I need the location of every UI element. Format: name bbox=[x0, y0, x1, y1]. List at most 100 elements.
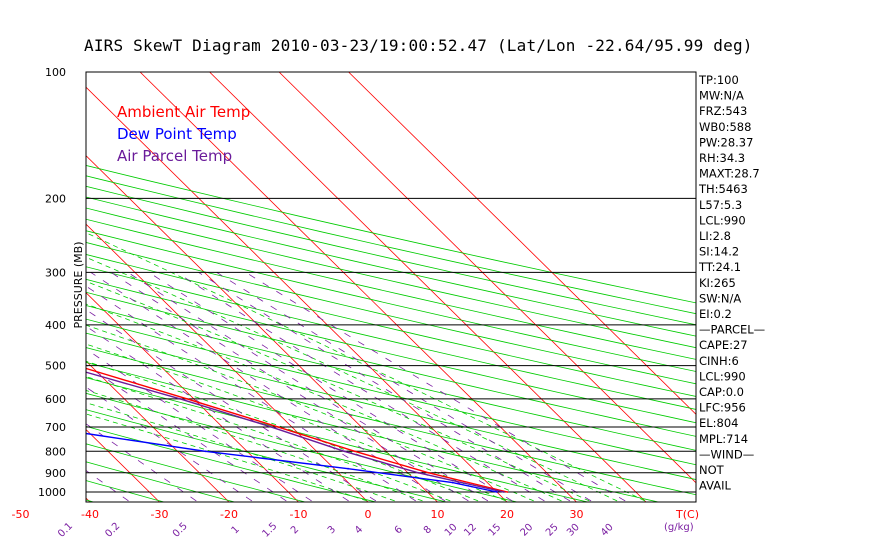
index-entry: AVAIL bbox=[699, 479, 732, 493]
index-entry: EI:0.2 bbox=[699, 307, 732, 321]
mixing-ratio-label: 12 bbox=[462, 522, 479, 539]
mixing-ratio-line bbox=[86, 309, 377, 502]
mixing-ratio-line bbox=[86, 325, 349, 502]
moist-adiabat-line bbox=[86, 389, 423, 502]
dry-adiabat-line bbox=[86, 361, 661, 502]
mixing-ratio-line bbox=[86, 285, 416, 502]
moist-adiabat-line bbox=[86, 413, 368, 502]
series-point bbox=[277, 426, 279, 428]
mixing-ratio-line bbox=[86, 348, 312, 502]
dry-adiabat-line bbox=[0, 72, 25, 503]
dry-adiabat-line bbox=[86, 185, 696, 326]
index-entry: TP:100 bbox=[698, 73, 739, 87]
moist-adiabat-line bbox=[86, 303, 562, 502]
isotherm-line bbox=[278, 72, 696, 484]
chart-title: AIRS SkewT Diagram 2010-03-23/19:00:52.4… bbox=[84, 36, 753, 55]
bottom-temp-tick-label: -10 bbox=[290, 508, 308, 521]
pressure-tick-label: 500 bbox=[45, 360, 66, 373]
series-point bbox=[427, 471, 430, 474]
dry-adiabat-line bbox=[86, 266, 696, 410]
bottom-temp-unit: T(C) bbox=[675, 508, 699, 521]
index-entry: CAPE:27 bbox=[699, 338, 748, 352]
series-point bbox=[496, 491, 498, 493]
index-entry: FRZ:543 bbox=[699, 104, 747, 118]
dry-adiabat-line bbox=[86, 207, 696, 349]
dry-adiabat-line bbox=[86, 305, 696, 451]
index-entry: MPL:714 bbox=[699, 432, 748, 446]
index-entry: PW:28.37 bbox=[699, 135, 753, 149]
moist-adiabat-line bbox=[86, 376, 451, 502]
bottom-temp-tick-label: 10 bbox=[431, 508, 445, 521]
mixing-ratio-label: 1 bbox=[230, 524, 242, 536]
index-entry: LCL:990 bbox=[699, 213, 746, 227]
index-entry: —WIND— bbox=[699, 447, 754, 461]
bottom-temp-tick-label: -40 bbox=[81, 508, 99, 521]
mixing-ratio-label: 3 bbox=[326, 524, 338, 536]
mixing-ratio-line bbox=[127, 272, 489, 502]
mixing-ratio-line bbox=[245, 272, 626, 502]
mixing-ratio-label: 10 bbox=[443, 522, 460, 539]
bottom-temp-tick-label: -50 bbox=[12, 508, 30, 521]
bottom-temp-tick-label: -30 bbox=[151, 508, 169, 521]
index-entry: LFC:956 bbox=[699, 401, 746, 415]
mixing-ratio-label: 6 bbox=[393, 524, 405, 536]
index-entry: LCL:990 bbox=[699, 369, 746, 383]
index-entry: NOT bbox=[699, 463, 725, 477]
plot-frame bbox=[85, 71, 697, 503]
series-point bbox=[353, 450, 356, 453]
mixing-ratio-label: 0.1 bbox=[56, 521, 75, 540]
pressure-tick-label: 800 bbox=[45, 445, 66, 458]
dry-adiabat-line bbox=[86, 291, 696, 437]
index-entry: EL:804 bbox=[699, 416, 739, 430]
isotherm-line bbox=[86, 86, 508, 502]
mixing-ratio-line bbox=[90, 272, 446, 502]
moist-adiabat-line bbox=[86, 324, 534, 502]
series-point bbox=[41, 426, 43, 428]
isotherm-line bbox=[209, 72, 647, 502]
moist-adiabat-line bbox=[86, 256, 618, 502]
index-entry: TT:24.1 bbox=[698, 260, 741, 274]
pressure-tick-label: 1000 bbox=[38, 486, 66, 499]
series-point bbox=[179, 397, 181, 400]
pressure-tick-label: 700 bbox=[45, 421, 66, 434]
series-point bbox=[343, 450, 346, 453]
isotherm-line bbox=[139, 72, 577, 502]
series-point bbox=[204, 450, 207, 453]
index-entry: MW:N/A bbox=[699, 89, 744, 103]
legend-entry: Ambient Air Temp bbox=[117, 103, 250, 121]
moist-adiabat-line bbox=[86, 402, 395, 502]
dry-adiabat-line bbox=[86, 218, 696, 360]
isotherm-line bbox=[86, 360, 230, 502]
series-point bbox=[506, 491, 509, 493]
index-entry: RH:34.3 bbox=[699, 151, 745, 165]
dry-adiabat-line bbox=[86, 278, 696, 424]
index-entry: TH:5463 bbox=[698, 182, 748, 196]
pressure-tick-label: 600 bbox=[45, 393, 66, 406]
series-point bbox=[76, 365, 78, 367]
series-point bbox=[347, 467, 349, 470]
mixing-ratio-line bbox=[0, 272, 81, 501]
mixing-ratio-unit: (g/kg) bbox=[664, 522, 694, 533]
mixing-ratio-line bbox=[86, 423, 197, 502]
mixing-ratio-label: 0.2 bbox=[103, 521, 122, 540]
series-point bbox=[417, 471, 420, 474]
mixing-ratio-label: 1.5 bbox=[260, 521, 279, 540]
mixing-ratio-label: 8 bbox=[422, 524, 434, 536]
dry-adiabat-line bbox=[86, 196, 696, 337]
mixing-ratio-label: 15 bbox=[487, 522, 504, 539]
dry-adiabat-line bbox=[86, 165, 696, 304]
index-entry: LI:2.8 bbox=[699, 229, 731, 243]
mixing-ratio-label: 30 bbox=[565, 522, 582, 539]
mixing-ratio-label: 2 bbox=[289, 524, 301, 536]
isotherm-line bbox=[0, 72, 21, 502]
isotherm-line bbox=[348, 72, 696, 415]
series-line-air-parcel-temp bbox=[86, 371, 504, 493]
index-entry: KI:265 bbox=[699, 276, 736, 290]
dry-adiabat-line bbox=[86, 254, 696, 397]
index-entry: —PARCEL— bbox=[699, 323, 765, 337]
dry-adiabat-line bbox=[86, 230, 696, 372]
series-point bbox=[502, 491, 505, 493]
pressure-tick-label: 900 bbox=[45, 467, 66, 480]
isotherm-line bbox=[86, 429, 160, 502]
